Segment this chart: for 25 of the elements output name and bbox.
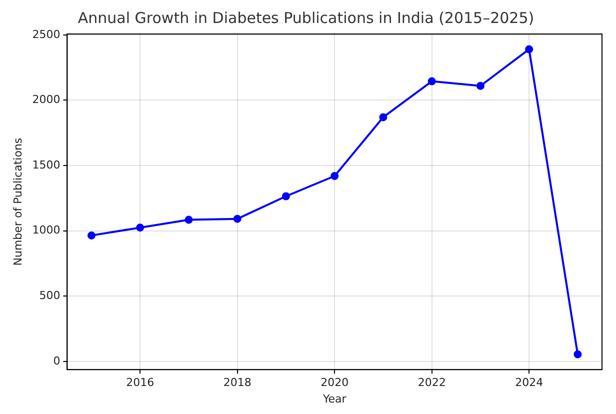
point xyxy=(282,192,290,200)
x-axis-title: Year xyxy=(322,392,347,406)
y-tick-label: 1000 xyxy=(32,224,60,237)
y-tick-label: 2500 xyxy=(32,28,60,41)
point xyxy=(525,45,534,54)
y-tick-label: 1500 xyxy=(32,158,60,172)
y-axis-title: Number of Publications xyxy=(11,138,24,266)
point xyxy=(379,113,388,122)
x-tick-label: 2016 xyxy=(126,376,154,390)
x-tick-label: 2018 xyxy=(223,376,252,390)
point xyxy=(330,172,339,180)
y-tick-label: 500 xyxy=(39,289,60,302)
y-tick-label: 0 xyxy=(53,354,60,368)
point xyxy=(428,77,436,86)
x-tick-label: 2024 xyxy=(515,376,544,390)
point xyxy=(136,224,144,232)
point xyxy=(184,216,193,224)
x-tick-label: 2020 xyxy=(320,376,349,390)
point xyxy=(233,214,242,223)
chart-title: Annual Growth in Diabetes Publications in India (2015–2025) xyxy=(78,8,534,27)
point xyxy=(574,350,582,358)
x-tick-label: 2022 xyxy=(418,376,446,390)
point xyxy=(88,231,96,240)
point xyxy=(476,82,484,90)
y-tick-label: 2000 xyxy=(32,93,60,106)
